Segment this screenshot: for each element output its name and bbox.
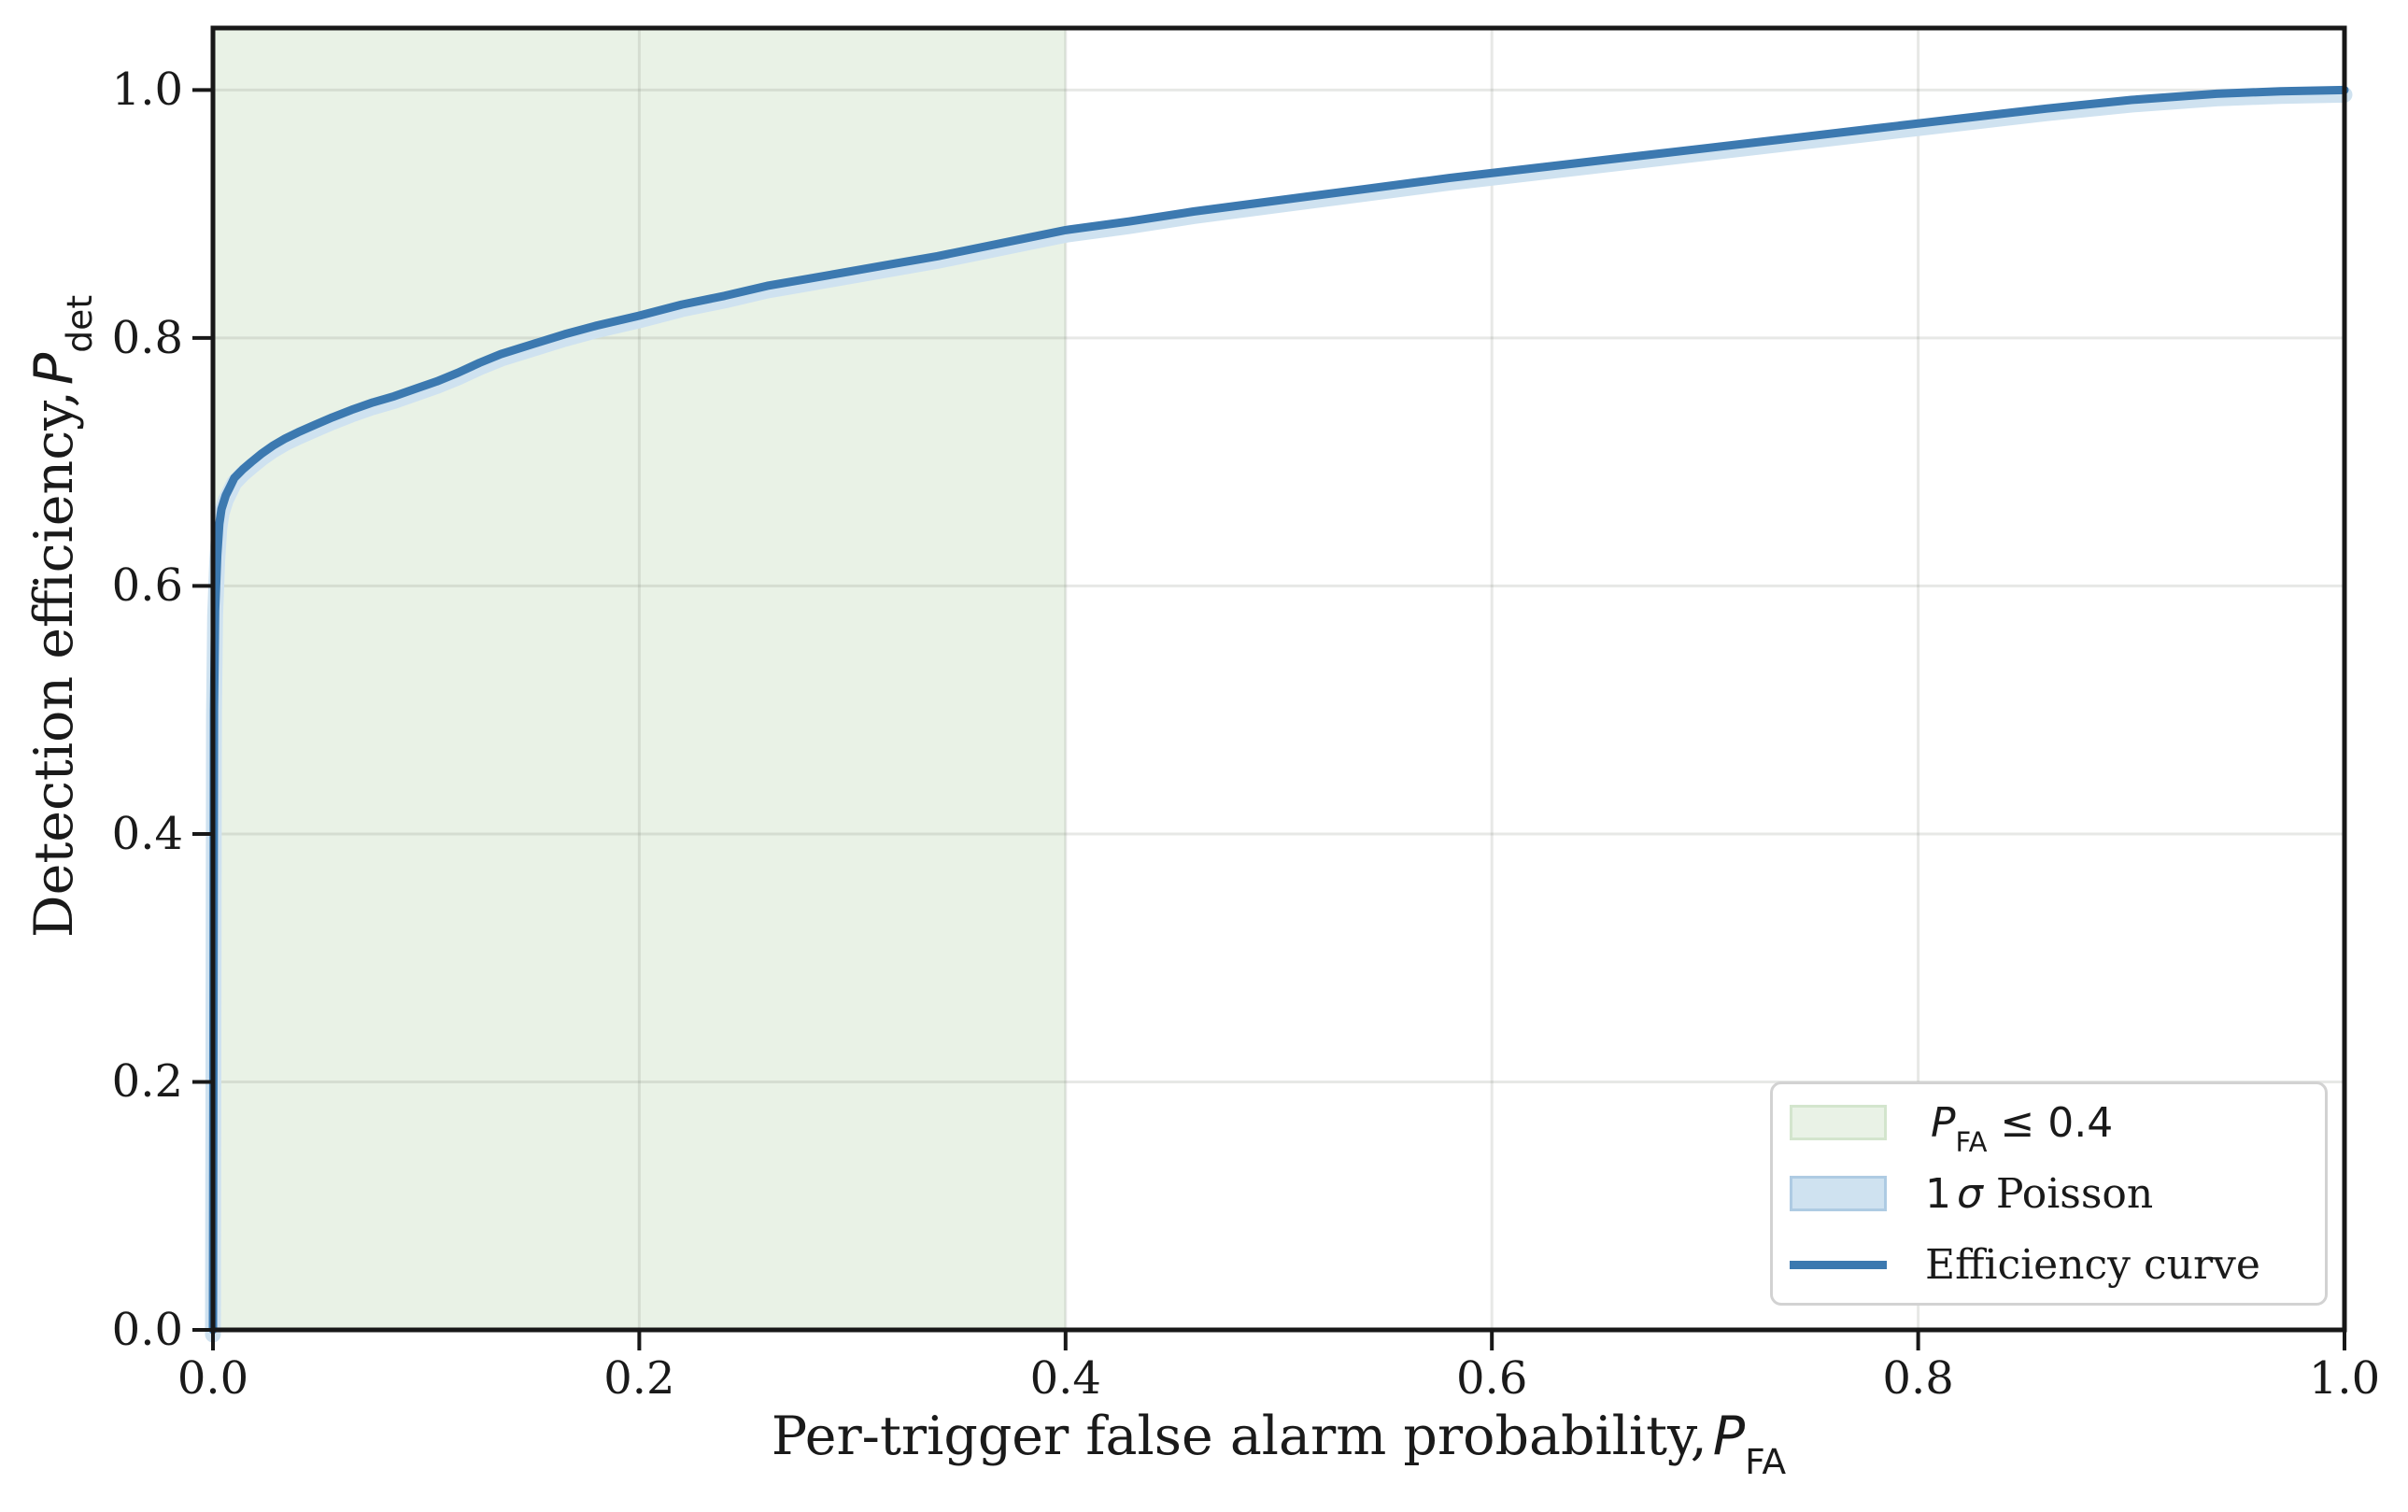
x-axis-title-math: P (1712, 1406, 1746, 1467)
efficiency-curve-swatch (1790, 1260, 1887, 1269)
x-axis-title: Per-trigger false alarm probability, PFA (771, 1406, 1786, 1478)
legend-item-shaded-region: PFA ≤ 0.4 (1773, 1090, 2325, 1155)
legend-sub-fa: FA (1955, 1125, 1988, 1158)
legend-math-p: P (1931, 1098, 1956, 1147)
x-tick-label: 0.8 (1882, 1352, 1954, 1405)
legend-text-efficiency-curve: Efficiency curve (1925, 1240, 2260, 1289)
y-axis-title-math: P (23, 352, 85, 386)
efficiency-curve (208, 85, 2349, 1335)
y-tick-label: 0.2 (111, 1055, 183, 1109)
y-tick-label: 0.6 (111, 559, 183, 613)
axes-spines (210, 25, 2347, 1333)
y-axis-title-subscript: det (58, 294, 100, 353)
legend-label-efficiency-curve: Efficiency curve (1925, 1241, 2260, 1289)
y-tick-label: 0.0 (111, 1304, 183, 1356)
x-tick-label: 0.0 (177, 1352, 249, 1405)
poisson-band-swatch (1790, 1176, 1887, 1211)
y-tick-label: 0.4 (111, 807, 183, 860)
legend-num-one: 1 (1925, 1169, 1951, 1218)
x-tick-label: 0.2 (603, 1352, 675, 1405)
legend-rest-poisson: Poisson (1982, 1169, 2154, 1218)
legend-label-shaded-region: PFA ≤ 0.4 (1925, 1098, 2114, 1156)
shaded-region-swatch (1790, 1105, 1887, 1140)
x-axis-title-text: Per-trigger false alarm probability, (771, 1406, 1707, 1467)
y-tick-label: 0.8 (111, 311, 183, 364)
x-tick-label: 0.4 (1029, 1352, 1101, 1405)
legend-rest-threshold: ≤ 0.4 (1987, 1098, 2114, 1147)
x-tick-label: 0.6 (1456, 1352, 1528, 1405)
y-axis-title-text: Detection efficiency, (23, 390, 85, 939)
legend-math-sigma: σ (1957, 1169, 1983, 1218)
y-axis-title: Detection efficiency, Pdet (23, 295, 100, 939)
shaded-region (213, 28, 1066, 1330)
x-tick-label: 1.0 (2308, 1352, 2381, 1405)
legend-item-efficiency-curve: Efficiency curve (1773, 1232, 2325, 1297)
x-axis-title-subscript: FA (1745, 1440, 1787, 1482)
y-tick-label: 1.0 (111, 64, 183, 117)
